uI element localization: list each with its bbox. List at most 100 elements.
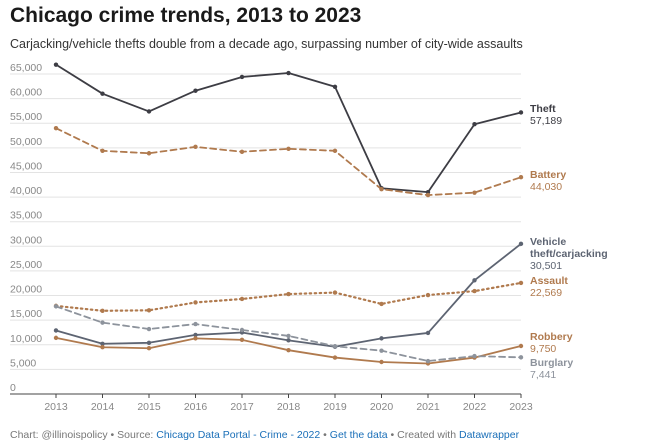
series-name-label: Burglary (530, 357, 573, 369)
data-point-battery (332, 148, 338, 153)
chart-title: Chicago crime trends, 2013 to 2023 (10, 4, 362, 27)
data-point-vehicle-theft-carjacking (472, 278, 477, 283)
y-tick-label: 65,000 (10, 62, 42, 74)
x-tick-label: 2020 (370, 401, 394, 413)
source-link[interactable]: Chicago Data Portal - Crime - 2022 (156, 429, 321, 441)
data-point-assault (425, 292, 431, 298)
series-name-label: theft/carjacking (530, 248, 608, 260)
data-point-robbery (379, 359, 384, 365)
data-point-vehicle-theft-carjacking (425, 330, 431, 336)
data-point-robbery (193, 336, 198, 341)
footer-created-prefix: Created with (397, 429, 457, 441)
data-point-theft (286, 70, 291, 76)
data-point-assault (239, 296, 245, 302)
data-point-vehicle-theft-carjacking (100, 341, 105, 346)
data-point-theft (146, 109, 152, 114)
data-point-burglary (286, 333, 291, 339)
datawrapper-link[interactable]: Datawrapper (458, 429, 520, 441)
x-tick-label: 2014 (91, 401, 115, 413)
data-point-robbery (100, 345, 105, 350)
chart-footer: Chart: @illinoispolicy • Source: Chicago… (10, 429, 519, 441)
y-tick-label: 50,000 (10, 136, 42, 148)
data-point-battery (425, 192, 431, 198)
data-point-assault (146, 308, 152, 313)
gridlines (10, 73, 521, 395)
footer-credit: Chart: @illinoispolicy (10, 429, 108, 441)
data-point-assault (472, 288, 477, 294)
data-point-assault (518, 280, 524, 286)
x-axis: 2013 2014 2015 2016 2017 2018 2019 2020 2021 2022… (44, 394, 533, 413)
data-point-battery (239, 149, 245, 154)
y-tick-label: 5,000 (10, 357, 36, 369)
series-name-label: Battery (530, 169, 566, 181)
x-tick-label: 2022 (463, 401, 487, 413)
data-point-battery (518, 175, 524, 180)
x-tick-label: 2013 (44, 401, 68, 413)
data-point-burglary (332, 344, 338, 349)
data-point-battery (53, 125, 59, 131)
data-point-theft (53, 62, 59, 67)
x-tick-label: 2019 (323, 401, 347, 413)
data-point-burglary (425, 358, 431, 364)
data-point-robbery (286, 347, 291, 353)
chart-subtitle: Carjacking/vehicle thefts double from a … (10, 37, 523, 51)
data-point-robbery (146, 346, 152, 351)
series-value-label: 7,441 (530, 369, 556, 381)
data-point-theft (518, 110, 524, 115)
data-point-robbery (53, 335, 59, 341)
y-tick-label: 10,000 (10, 333, 42, 345)
data-point-assault (100, 308, 105, 313)
series-line-assault (54, 281, 523, 312)
data-point-theft (239, 74, 245, 80)
y-tick-label: 15,000 (10, 308, 42, 320)
data-point-battery (193, 144, 198, 150)
data-point-burglary (472, 353, 477, 359)
data-point-theft (332, 84, 338, 90)
data-point-burglary (239, 327, 245, 333)
get-data-link[interactable]: Get the data (329, 429, 388, 441)
series-value-label: 30,501 (530, 260, 562, 272)
y-tick-label: 30,000 (10, 234, 42, 246)
data-point-battery (146, 151, 152, 156)
data-point-theft (100, 91, 105, 96)
series-name-label: Vehicle (530, 236, 566, 248)
data-point-assault (286, 291, 291, 297)
data-point-vehicle-theft-carjacking (193, 332, 198, 338)
y-tick-label: 60,000 (10, 87, 42, 99)
data-point-assault (379, 301, 384, 307)
series-line-theft (55, 63, 522, 194)
series-value-label: 9,750 (530, 343, 556, 355)
data-point-theft (472, 122, 477, 127)
x-tick-label: 2017 (230, 401, 254, 413)
data-point-battery (379, 187, 384, 192)
data-point-robbery (239, 337, 245, 343)
footer-separator: • (390, 429, 395, 441)
data-point-assault (332, 290, 338, 295)
data-point-burglary (193, 321, 198, 327)
data-point-robbery (332, 355, 338, 360)
series-name-label: Robbery (530, 331, 573, 343)
data-point-burglary (146, 326, 152, 332)
data-point-vehicle-theft-carjacking (53, 328, 59, 333)
y-tick-label: 40,000 (10, 185, 42, 197)
y-tick-label: 25,000 (10, 259, 42, 271)
data-point-burglary (53, 304, 59, 309)
data-point-vehicle-theft-carjacking (379, 336, 384, 341)
series-name-label: Theft (530, 103, 556, 115)
data-point-burglary (100, 320, 105, 325)
x-tick-label: 2015 (137, 401, 161, 413)
series-lines (53, 62, 524, 366)
x-tick-label: 2016 (184, 401, 208, 413)
y-tick-label: 35,000 (10, 210, 42, 222)
footer-source-prefix: Source: (117, 429, 154, 441)
data-point-assault (193, 300, 198, 305)
y-tick-label: 45,000 (10, 160, 42, 172)
y-tick-label: 20,000 (10, 284, 42, 296)
series-value-label: 57,189 (530, 115, 562, 127)
series-line-burglary (55, 305, 522, 362)
data-point-theft (193, 88, 198, 93)
y-tick-label: 0 (10, 382, 16, 394)
data-point-robbery (518, 343, 524, 349)
